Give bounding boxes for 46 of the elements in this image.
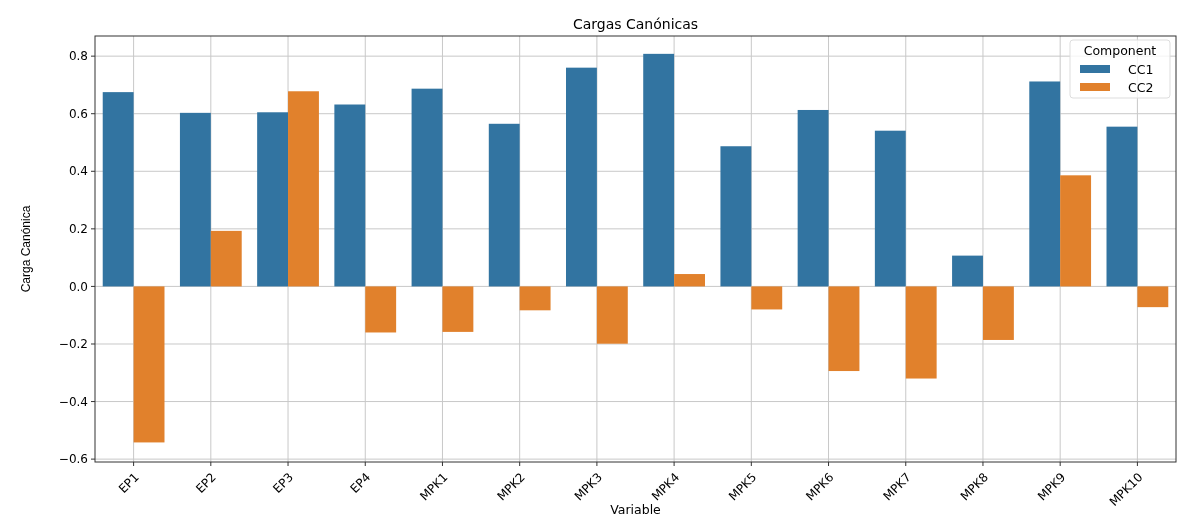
y-tick-label: −0.4	[58, 394, 88, 409]
bar	[1137, 286, 1169, 308]
bar	[257, 112, 289, 287]
y-tick-label: −0.2	[58, 337, 88, 352]
bar	[133, 286, 165, 443]
legend-title: Component	[1083, 43, 1157, 58]
bar	[442, 286, 474, 332]
bar	[643, 53, 675, 287]
bar	[210, 230, 242, 287]
bar	[179, 112, 211, 287]
chart-title: Cargas Canónicas	[572, 16, 699, 32]
bar	[596, 286, 628, 344]
y-tick-label: 0.4	[68, 164, 88, 179]
bar	[905, 286, 937, 379]
x-axis-title: Variable	[610, 502, 662, 517]
y-tick-label: 0.8	[68, 49, 88, 64]
bar	[720, 146, 752, 287]
x-tick-label: EP3	[270, 470, 297, 496]
x-tick-label: EP2	[193, 470, 219, 496]
bar	[1106, 126, 1138, 287]
y-axis-title: Carga Canónica	[19, 205, 33, 293]
bar	[519, 286, 551, 311]
bar	[102, 92, 134, 287]
bar	[982, 286, 1014, 340]
bar	[674, 274, 705, 287]
bar	[797, 109, 829, 287]
legend-label: CC1	[1128, 62, 1154, 77]
bar	[1029, 81, 1061, 287]
x-tick-label: EP1	[115, 470, 142, 496]
bar	[365, 286, 397, 333]
bar	[751, 286, 783, 310]
x-tick-label: EP4	[347, 470, 374, 496]
bar	[952, 255, 983, 287]
bar	[828, 286, 860, 372]
bar	[566, 67, 597, 287]
bar	[488, 123, 520, 287]
text: 0.0	[68, 279, 88, 294]
y-tick-label: 0.2	[68, 222, 88, 237]
bar	[874, 130, 906, 287]
bar	[334, 104, 366, 287]
y-tick-label: 0.6	[68, 106, 88, 121]
y-tick-label: −0.6	[58, 452, 88, 467]
legend-label: CC2	[1128, 80, 1154, 95]
bar	[1060, 175, 1092, 287]
bar	[411, 88, 443, 287]
bar	[288, 91, 319, 287]
